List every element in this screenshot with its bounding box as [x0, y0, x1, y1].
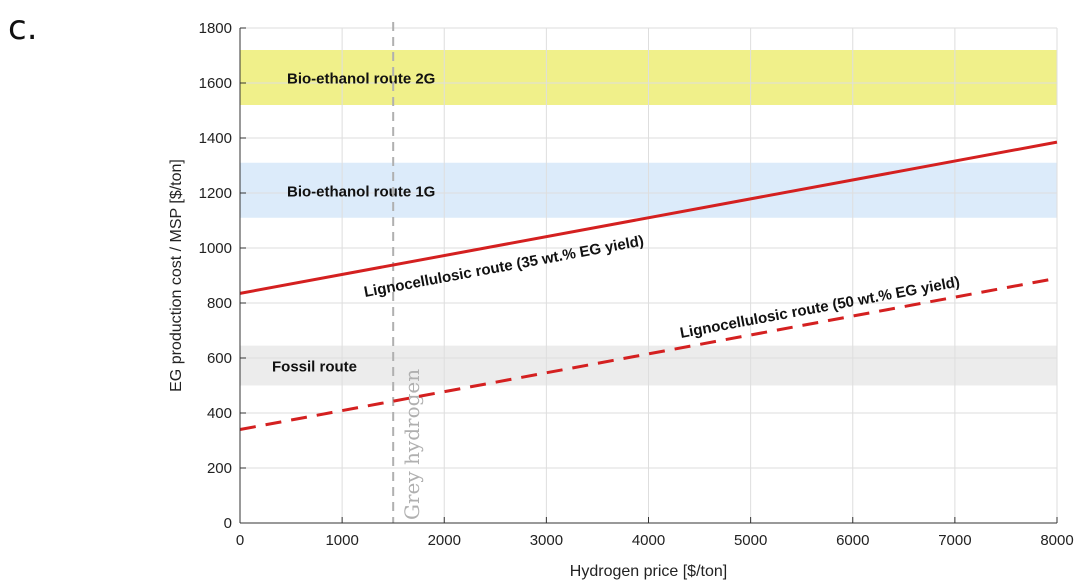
x-tick-label: 0 — [236, 532, 244, 549]
y-tick-label: 1200 — [199, 185, 232, 202]
x-tick-label: 5000 — [734, 532, 767, 549]
y-tick-label: 600 — [207, 350, 232, 367]
band-label-2: Fossil route — [272, 359, 357, 376]
x-axis-label: Hydrogen price [$/ton] — [570, 563, 727, 580]
x-tick-label: 3000 — [530, 532, 563, 549]
x-tick-label: 1000 — [325, 532, 358, 549]
y-tick-label: 200 — [207, 460, 232, 477]
x-tick-label: 2000 — [428, 532, 461, 549]
y-tick-label: 1800 — [199, 20, 232, 37]
panel-label: c. — [8, 8, 38, 48]
x-tick-label: 4000 — [632, 532, 665, 549]
band-label-1: Bio-ethanol route 1G — [287, 183, 435, 200]
y-axis-label: EG production cost / MSP [$/ton] — [168, 159, 185, 392]
y-tick-label: 1600 — [199, 75, 232, 92]
y-tick-label: 0 — [224, 515, 232, 532]
x-tick-label: 8000 — [1040, 532, 1073, 549]
y-tick-label: 800 — [207, 295, 232, 312]
y-tick-label: 1000 — [199, 240, 232, 257]
series-line-1 — [239, 276, 1058, 431]
x-tick-label: 6000 — [836, 532, 869, 549]
band-label-0: Bio-ethanol route 2G — [287, 71, 435, 88]
y-tick-label: 1400 — [199, 130, 232, 147]
x-tick-label: 7000 — [938, 532, 971, 549]
y-tick-label: 400 — [207, 405, 232, 422]
vertical-marker-label: Grey hydrogen — [400, 369, 424, 520]
series-line-0 — [239, 140, 1058, 295]
